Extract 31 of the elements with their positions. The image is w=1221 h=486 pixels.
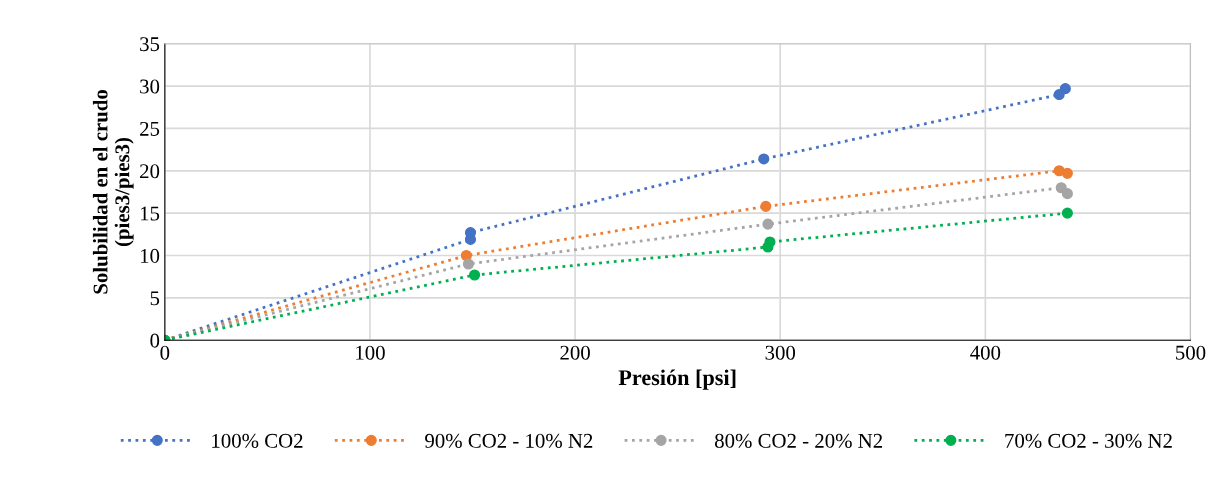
x-tick-label: 100	[356, 345, 385, 360]
y-tick-label: 10	[140, 248, 160, 263]
x-tick-label: 0	[160, 345, 170, 360]
y-tick-label: 30	[140, 79, 160, 94]
point	[760, 200, 772, 212]
point	[1061, 167, 1073, 179]
point	[1059, 83, 1071, 95]
y-tick-label: 25	[140, 121, 160, 136]
point	[764, 236, 776, 248]
x-axis-title: Presión [psi]	[618, 369, 736, 390]
x-tick-label: 200	[560, 345, 590, 360]
y-tick-label: 0	[150, 333, 160, 348]
x-tick-label: 300	[765, 345, 796, 360]
x-tick-label: 500	[1176, 345, 1206, 360]
y-axis-title: Solubilidad en el crudo (pies3/pies3)	[92, 90, 134, 294]
x-tick-label: 400	[970, 345, 1001, 360]
point	[469, 269, 481, 281]
point	[1061, 207, 1073, 219]
point	[1061, 188, 1073, 200]
point	[758, 153, 770, 165]
legend-label: 80% CO2 - 20% N2	[714, 433, 883, 448]
y-tick-label: 15	[140, 206, 160, 221]
point	[762, 218, 774, 230]
point	[462, 258, 474, 270]
legend-label: 100% CO2	[212, 433, 303, 448]
y-tick-label: 20	[140, 164, 160, 179]
legend-label: 70% CO2 - 30% N2	[1005, 433, 1172, 448]
legend-label: 90% CO2 - 10% N2	[425, 433, 593, 448]
y-tick-label: 35	[140, 37, 160, 52]
point	[460, 249, 472, 262]
y-tick-label: 5	[150, 291, 160, 306]
